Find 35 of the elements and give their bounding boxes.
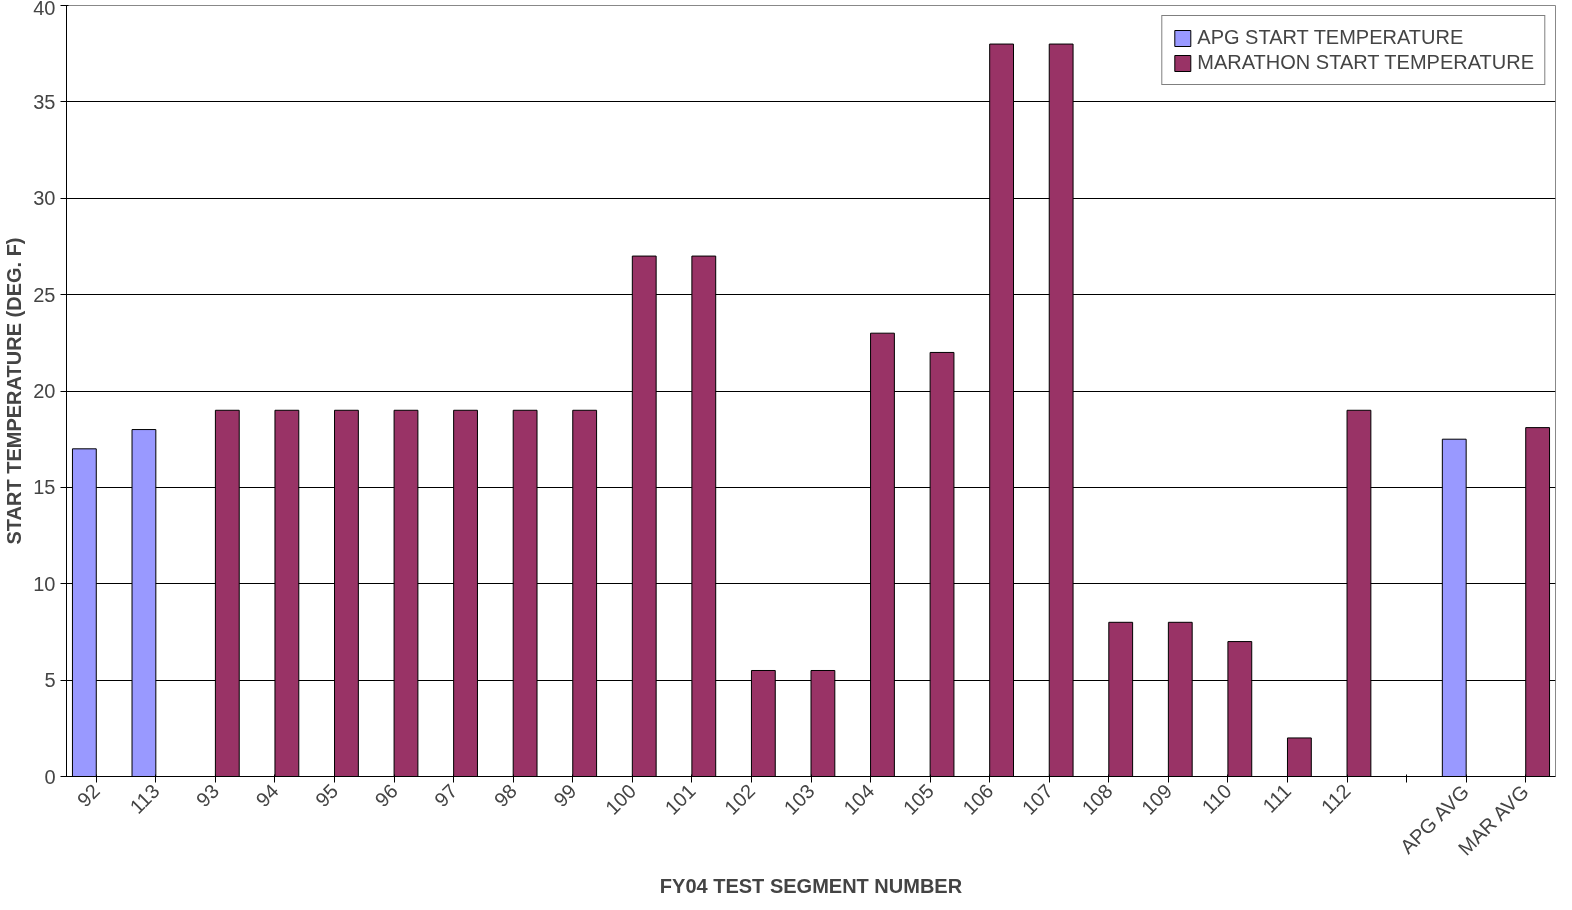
y-tick-label: 40 [33, 0, 56, 19]
legend-label: MARATHON START TEMPERATURE [1197, 51, 1534, 74]
x-tick-label: 99 [549, 779, 581, 812]
y-axis-title: START TEMPERATURE (DEG. F) [3, 237, 26, 545]
y-tick-label: 30 [33, 187, 56, 210]
x-tick-label: 101 [660, 779, 700, 819]
x-tick-label: 104 [839, 779, 879, 819]
x-tick-label: 113 [125, 779, 164, 818]
x-tick-label: 107 [1017, 779, 1058, 819]
x-tick-label: 97 [430, 779, 462, 812]
x-tick-label: 111 [1258, 779, 1296, 817]
x-tick-label: 109 [1136, 779, 1177, 819]
y-tick-label: 15 [33, 476, 56, 499]
x-tick-label: 108 [1077, 779, 1117, 819]
x-tick-label: 92 [72, 779, 105, 812]
y-tick-label: 10 [33, 572, 56, 595]
x-tick-label: 93 [191, 779, 224, 812]
y-tick-label: 5 [44, 669, 56, 692]
y-tick-label: 35 [33, 90, 56, 113]
x-tick-label: 100 [600, 779, 641, 819]
y-tick-label: 0 [44, 765, 56, 788]
y-tick-label: 25 [33, 283, 56, 306]
x-tick-label: 102 [720, 779, 760, 819]
x-tick-label: 98 [489, 779, 521, 812]
x-tick-label: 106 [958, 779, 998, 819]
x-tick-label: 112 [1316, 779, 1355, 818]
x-tick-label: 105 [898, 779, 938, 819]
x-tick-label: 103 [779, 779, 819, 819]
x-tick-label: 95 [311, 779, 343, 812]
x-axis-title: FY04 TEST SEGMENT NUMBER [659, 875, 963, 898]
legend-label: APG START TEMPERATURE [1197, 26, 1464, 49]
x-tick-label: 110 [1197, 779, 1236, 818]
x-tick-label: 94 [251, 779, 283, 812]
x-tick-label: 96 [370, 779, 402, 812]
y-tick-label: 20 [33, 380, 56, 402]
